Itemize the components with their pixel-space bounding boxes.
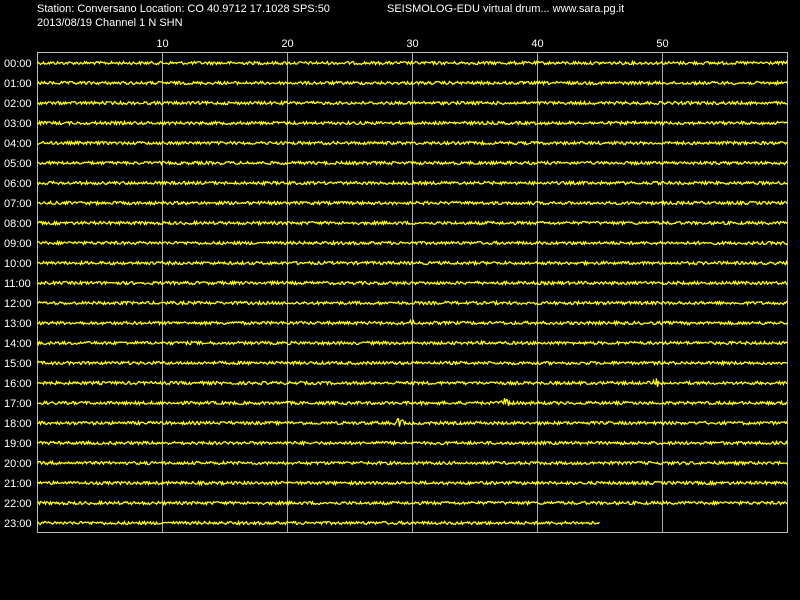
trace [37, 119, 788, 127]
trace [36, 359, 788, 367]
hour-label: 07:00 [4, 198, 32, 210]
date-channel: 2013/08/19 Channel 1 N SHN [37, 17, 183, 29]
trace [37, 199, 789, 207]
trace [37, 139, 788, 147]
trace [37, 318, 789, 327]
hour-label: 17:00 [4, 398, 32, 410]
trace [36, 339, 788, 347]
minute-label: 30 [406, 38, 418, 50]
hour-label: 22:00 [4, 498, 32, 510]
hour-label: 13:00 [4, 318, 32, 330]
trace [37, 159, 788, 167]
minute-label: 10 [156, 38, 168, 50]
trace [37, 499, 788, 507]
trace [37, 299, 788, 307]
hour-label: 08:00 [4, 218, 32, 230]
hour-label: 05:00 [4, 158, 32, 170]
hour-label: 10:00 [4, 258, 32, 270]
hour-label: 09:00 [4, 238, 32, 250]
trace [37, 418, 789, 427]
trace [37, 519, 600, 527]
hour-label: 23:00 [4, 518, 32, 530]
minute-label: 20 [281, 38, 293, 50]
hour-label: 18:00 [4, 418, 32, 430]
trace [36, 479, 788, 487]
program-info: SEISMOLOG-EDU virtual drum... www.sara.p… [387, 3, 624, 15]
minute-label: 40 [531, 38, 543, 50]
hour-label: 03:00 [4, 118, 32, 130]
hour-label: 12:00 [4, 298, 32, 310]
hour-label: 00:00 [4, 58, 32, 70]
trace [36, 79, 789, 87]
trace [37, 99, 788, 107]
hour-label: 06:00 [4, 178, 32, 190]
station-info: Station: Conversano Location: CO 40.9712… [37, 3, 330, 15]
hour-label: 20:00 [4, 458, 32, 470]
hour-label: 11:00 [4, 278, 31, 290]
trace [37, 259, 789, 267]
trace [37, 439, 789, 447]
trace [37, 219, 788, 227]
hour-label: 15:00 [4, 358, 32, 370]
trace [37, 378, 788, 387]
hour-label: 21:00 [4, 478, 32, 490]
hour-label: 14:00 [4, 338, 32, 350]
trace [37, 398, 788, 407]
trace [36, 459, 788, 467]
hour-label: 16:00 [4, 378, 32, 390]
trace [37, 239, 788, 247]
hour-label: 04:00 [4, 138, 32, 150]
minute-label: 50 [656, 38, 668, 50]
trace [36, 279, 788, 287]
hour-label: 01:00 [4, 78, 32, 90]
trace [36, 179, 788, 187]
hour-label: 19:00 [4, 438, 32, 450]
hour-label: 02:00 [4, 98, 32, 110]
trace [37, 59, 789, 67]
